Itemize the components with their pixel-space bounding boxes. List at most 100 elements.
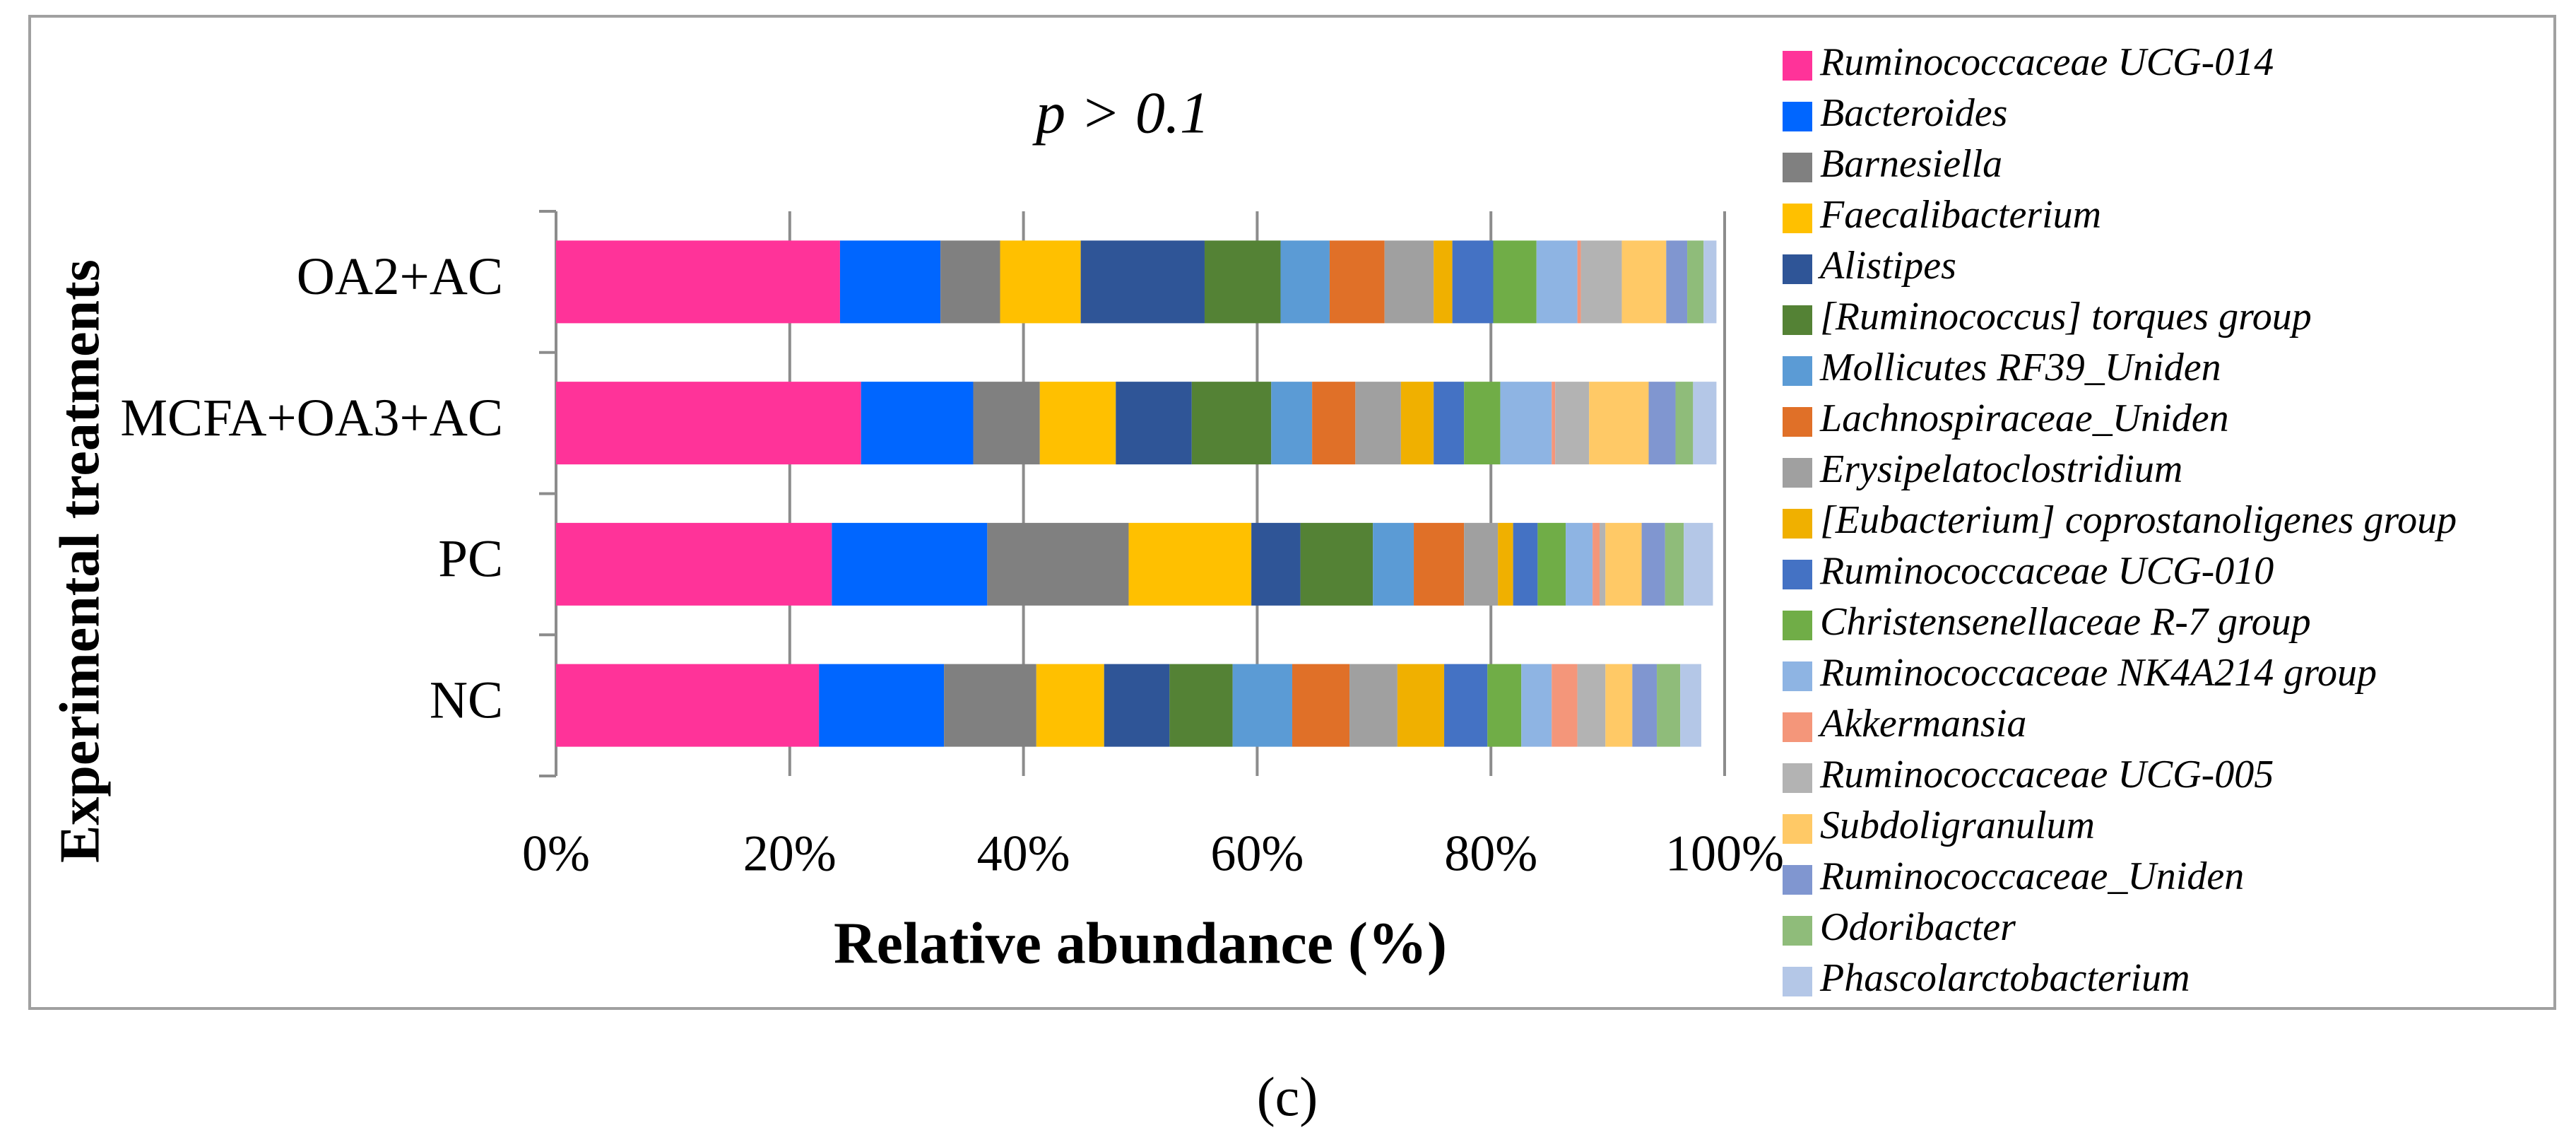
bar-segment <box>1605 522 1642 606</box>
caption: (c) <box>1257 1066 1318 1127</box>
legend-swatch <box>1783 153 1812 182</box>
y-tick-label: PC <box>438 530 503 589</box>
y-tick-label: MCFA+OA3+AC <box>120 389 503 447</box>
bar-segment <box>1513 522 1538 606</box>
bar-segment <box>1684 522 1713 606</box>
bar-segment <box>1464 522 1499 606</box>
legend-swatch <box>1783 407 1812 437</box>
chart-title: p > 0.1 <box>1032 80 1210 146</box>
bar-segment <box>1581 240 1622 324</box>
bar-segment <box>1666 240 1688 324</box>
bar-segment <box>1000 240 1081 324</box>
y-axis-title: Experimental treatments <box>49 259 111 863</box>
bar-segment <box>1500 382 1552 465</box>
bar-segment <box>1128 522 1252 606</box>
bar-segment <box>1566 522 1593 606</box>
bar-segment <box>1444 664 1488 747</box>
bar-segment <box>1632 664 1658 747</box>
bar-segment <box>1300 522 1373 606</box>
legend-label: Alistipes <box>1817 244 1956 288</box>
legend-swatch <box>1783 712 1812 742</box>
bar-segment <box>1280 240 1330 324</box>
bar-segment <box>1355 382 1401 465</box>
bar-segment <box>1600 522 1606 606</box>
bar-segment <box>1577 240 1581 324</box>
bar-segment <box>839 240 941 324</box>
legend-swatch <box>1783 763 1812 793</box>
legend-swatch <box>1783 661 1812 691</box>
bar-segment <box>1292 664 1350 747</box>
x-tick-label: 40% <box>977 825 1070 882</box>
bar-segment <box>1687 240 1704 324</box>
bar-segment <box>1703 240 1717 324</box>
legend-label: Ruminococcaceae_Uniden <box>1819 854 2244 898</box>
legend-swatch <box>1783 560 1812 589</box>
legend-label: Ruminococcaceae NK4A214 group <box>1819 651 2377 695</box>
bar-segment <box>1555 382 1590 465</box>
bar-segment <box>1589 382 1649 465</box>
bar-segment <box>1464 382 1501 465</box>
legend-swatch <box>1783 865 1812 895</box>
bar-segment <box>1271 382 1313 465</box>
bar-segment <box>1680 664 1701 747</box>
bar-segment <box>1552 664 1578 747</box>
bar-segment <box>1493 240 1537 324</box>
bar-segment <box>1593 522 1600 606</box>
y-tick-label: NC <box>430 671 503 729</box>
legend-label: Bacteroides <box>1820 91 2007 135</box>
bar-segment <box>1349 664 1398 747</box>
bar-segment <box>861 382 974 465</box>
bar-segment <box>1521 664 1552 747</box>
x-tick-label: 100% <box>1665 825 1784 882</box>
chart-border <box>28 15 2556 1010</box>
bar-segment <box>1080 240 1205 324</box>
legend-swatch <box>1783 458 1812 488</box>
x-tick-label: 0% <box>522 825 590 882</box>
legend-label: Ruminococcaceae UCG-014 <box>1819 40 2274 84</box>
bar-segment <box>1621 240 1667 324</box>
bar-segment <box>1384 240 1434 324</box>
legend-label: Ruminococcaceae UCG-010 <box>1819 549 2274 593</box>
legend-swatch <box>1783 509 1812 539</box>
legend-label: Odoribacter <box>1820 905 2016 949</box>
legend-label: Barnesiella <box>1820 142 2002 186</box>
bar-segment <box>1498 522 1513 606</box>
legend-swatch <box>1783 611 1812 640</box>
legend-label: [Eubacterium] coprostanoligenes group <box>1820 498 2457 542</box>
y-tick-label: OA2+AC <box>297 247 503 306</box>
bar-segment <box>556 664 820 747</box>
legend-label: Faecalibacterium <box>1819 193 2101 237</box>
legend-label: Mollicutes RF39_Uniden <box>1819 346 2221 389</box>
legend-label: Phascolarctobacterium <box>1819 956 2190 1000</box>
bar-segment <box>1397 664 1445 747</box>
legend-label: Lachnospiraceae_Uniden <box>1819 396 2229 440</box>
bar-segment <box>1605 664 1633 747</box>
bar-segment <box>1400 382 1434 465</box>
bar-segment <box>1665 522 1684 606</box>
bar-segment <box>1329 240 1385 324</box>
x-tick-label: 80% <box>1444 825 1537 882</box>
bar-segment <box>1552 382 1556 465</box>
bar-segment <box>1693 382 1717 465</box>
legend-label: Ruminococcaceae UCG-005 <box>1819 753 2274 796</box>
legend-label: Subdoligranulum <box>1820 804 2095 847</box>
bar-segment <box>973 382 1040 465</box>
bar-segment <box>1204 240 1281 324</box>
bar-segment <box>1414 522 1465 606</box>
bar-segment <box>1104 664 1170 747</box>
bar-segment <box>1675 382 1694 465</box>
legend-label: Erysipelatoclostridium <box>1819 447 2182 491</box>
bar-segment <box>1251 522 1301 606</box>
bar-segment <box>1232 664 1293 747</box>
bar-segment <box>819 664 945 747</box>
legend-swatch <box>1783 51 1812 81</box>
bar-segment <box>1487 664 1522 747</box>
bar-segment <box>1191 382 1272 465</box>
bar-segment <box>1169 664 1233 747</box>
legend-label: [Ruminococcus] torques group <box>1820 295 2312 339</box>
bar-segment <box>1434 382 1465 465</box>
legend-swatch <box>1783 305 1812 335</box>
legend-swatch <box>1783 814 1812 844</box>
legend-swatch <box>1783 254 1812 284</box>
